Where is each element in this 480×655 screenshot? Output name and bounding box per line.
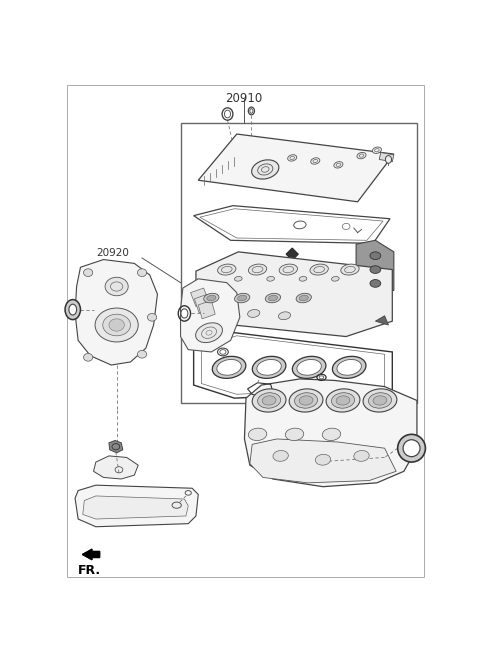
Ellipse shape [334,162,343,168]
Ellipse shape [332,356,366,379]
Ellipse shape [297,360,321,375]
Ellipse shape [363,389,397,412]
Ellipse shape [248,428,267,441]
Polygon shape [375,316,388,325]
Polygon shape [109,441,123,453]
Ellipse shape [137,269,147,276]
Ellipse shape [299,396,313,405]
Ellipse shape [137,350,147,358]
Polygon shape [191,288,209,307]
Ellipse shape [69,304,77,315]
Ellipse shape [220,350,226,354]
Ellipse shape [279,264,298,275]
FancyArrow shape [83,549,100,560]
Ellipse shape [207,295,216,301]
Ellipse shape [373,396,387,405]
Ellipse shape [296,293,312,303]
Ellipse shape [84,354,93,361]
Polygon shape [198,134,394,202]
Ellipse shape [285,428,304,441]
Ellipse shape [278,312,290,320]
Text: 20920: 20920 [96,248,129,258]
Ellipse shape [268,295,277,301]
Text: FR.: FR. [78,564,101,576]
Ellipse shape [65,299,81,320]
Ellipse shape [109,319,124,331]
Ellipse shape [217,360,241,375]
Polygon shape [180,279,240,352]
Polygon shape [244,379,417,487]
Ellipse shape [341,264,359,275]
Ellipse shape [299,276,307,281]
Ellipse shape [265,293,281,303]
Ellipse shape [332,276,339,281]
Ellipse shape [103,314,131,336]
Ellipse shape [105,277,128,296]
Polygon shape [379,153,394,162]
Ellipse shape [252,389,286,412]
Ellipse shape [311,158,320,164]
Ellipse shape [299,295,308,301]
Ellipse shape [289,389,323,412]
Ellipse shape [217,264,236,275]
Ellipse shape [258,393,281,408]
Ellipse shape [322,428,341,441]
Polygon shape [83,496,188,519]
Ellipse shape [234,276,242,281]
Ellipse shape [292,356,326,379]
Ellipse shape [257,360,281,375]
Ellipse shape [248,264,267,275]
Bar [180,123,417,403]
Ellipse shape [288,155,297,161]
Ellipse shape [238,295,247,301]
Text: 20910: 20910 [225,92,262,105]
Ellipse shape [370,252,381,259]
Ellipse shape [147,314,156,321]
Ellipse shape [181,309,188,318]
Ellipse shape [326,389,360,412]
Polygon shape [194,294,212,312]
Ellipse shape [252,356,286,379]
Ellipse shape [248,310,260,318]
Polygon shape [196,252,392,337]
Polygon shape [286,248,299,260]
Polygon shape [250,439,396,483]
Ellipse shape [235,293,250,303]
Ellipse shape [370,280,381,288]
Ellipse shape [336,396,350,405]
Ellipse shape [354,451,369,461]
Ellipse shape [84,269,93,276]
Polygon shape [75,259,157,365]
Ellipse shape [262,396,276,405]
Polygon shape [94,456,138,479]
Ellipse shape [212,356,246,379]
Ellipse shape [95,308,138,342]
Ellipse shape [267,276,275,281]
Polygon shape [356,240,394,296]
Ellipse shape [310,264,328,275]
Polygon shape [75,485,198,527]
Ellipse shape [372,147,382,153]
Ellipse shape [403,440,420,457]
Ellipse shape [252,160,279,179]
Ellipse shape [370,266,381,273]
Ellipse shape [357,153,366,159]
Ellipse shape [332,393,355,408]
Polygon shape [193,333,392,398]
Ellipse shape [273,451,288,461]
Ellipse shape [337,360,361,375]
Ellipse shape [196,323,222,343]
Ellipse shape [315,455,331,465]
Ellipse shape [398,434,425,462]
Ellipse shape [295,393,318,408]
Ellipse shape [385,156,392,163]
Ellipse shape [369,393,392,408]
Ellipse shape [204,293,219,303]
Polygon shape [193,206,390,244]
Polygon shape [198,301,215,319]
